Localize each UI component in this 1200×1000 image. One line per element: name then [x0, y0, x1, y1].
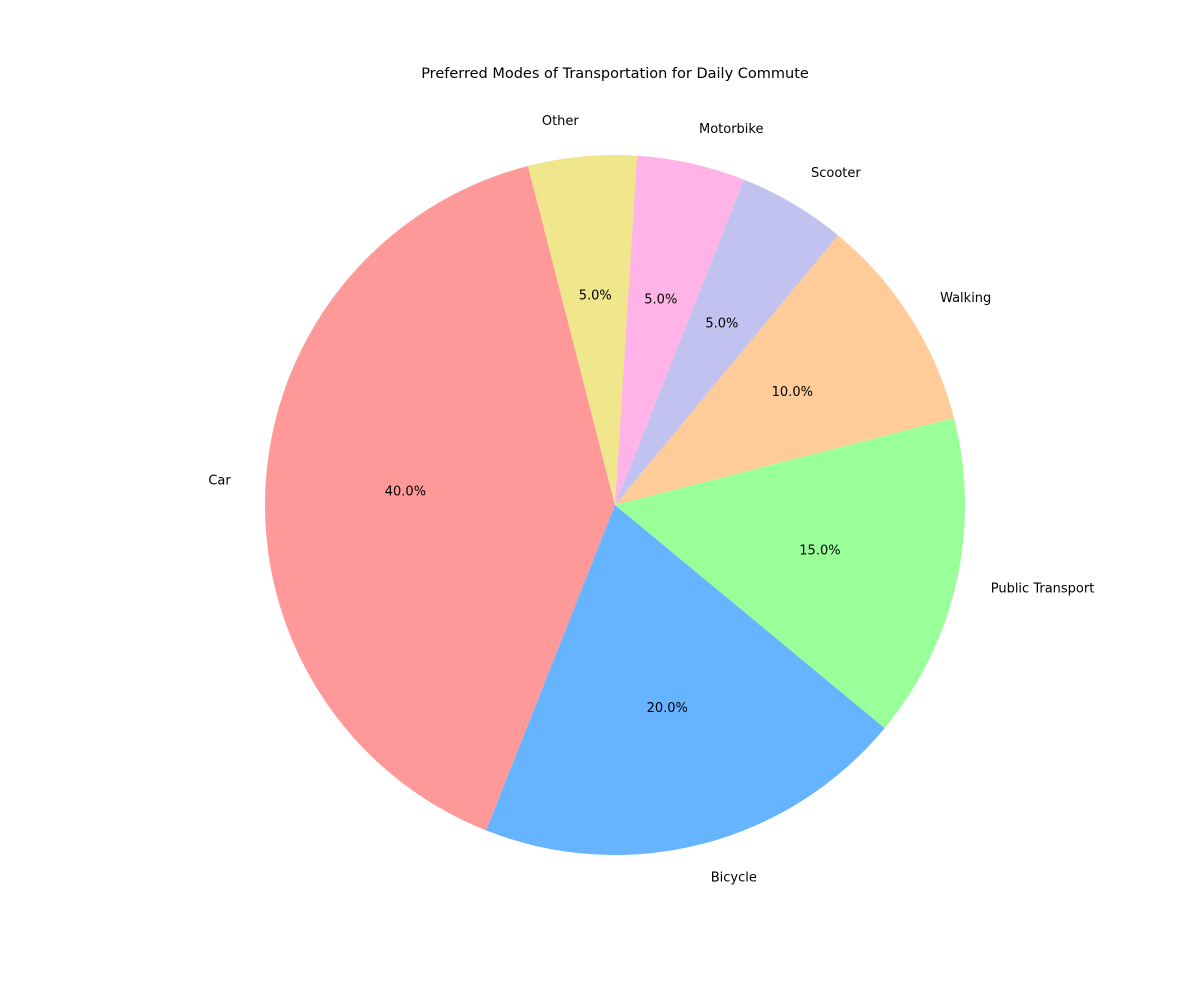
chart-title: Preferred Modes of Transportation for Da… — [421, 66, 809, 82]
slice-label-walking: Walking — [940, 291, 991, 306]
pie-slice-car — [265, 165, 615, 831]
pct-label-motorbike: 5.0% — [644, 293, 677, 308]
pie-slice-walking — [615, 235, 955, 505]
slice-label-car: Car — [208, 473, 231, 488]
pie-slice-scooter — [615, 179, 839, 505]
pct-label-public-transport: 15.0% — [799, 543, 840, 558]
pie-slice-other — [527, 155, 637, 506]
pct-label-car: 40.0% — [385, 484, 426, 499]
pct-label-scooter: 5.0% — [705, 317, 738, 332]
slice-label-scooter: Scooter — [811, 166, 861, 181]
pie-slices — [265, 155, 965, 855]
slice-label-public-transport: Public Transport — [991, 581, 1095, 596]
pie-slice-public-transport — [615, 417, 965, 729]
slice-label-motorbike: Motorbike — [699, 122, 764, 137]
pie-slice-motorbike — [615, 155, 744, 505]
slice-label-bicycle: Bicycle — [711, 870, 757, 885]
pct-label-bicycle: 20.0% — [647, 701, 688, 716]
pie-labels: Car 40.0% Bicycle 20.0% Public Transport 15.0… — [208, 114, 1094, 885]
pct-label-walking: 10.0% — [772, 385, 813, 400]
pct-label-other: 5.0% — [579, 288, 612, 303]
pie-slice-bicycle — [486, 505, 885, 855]
slice-label-other: Other — [542, 114, 580, 129]
